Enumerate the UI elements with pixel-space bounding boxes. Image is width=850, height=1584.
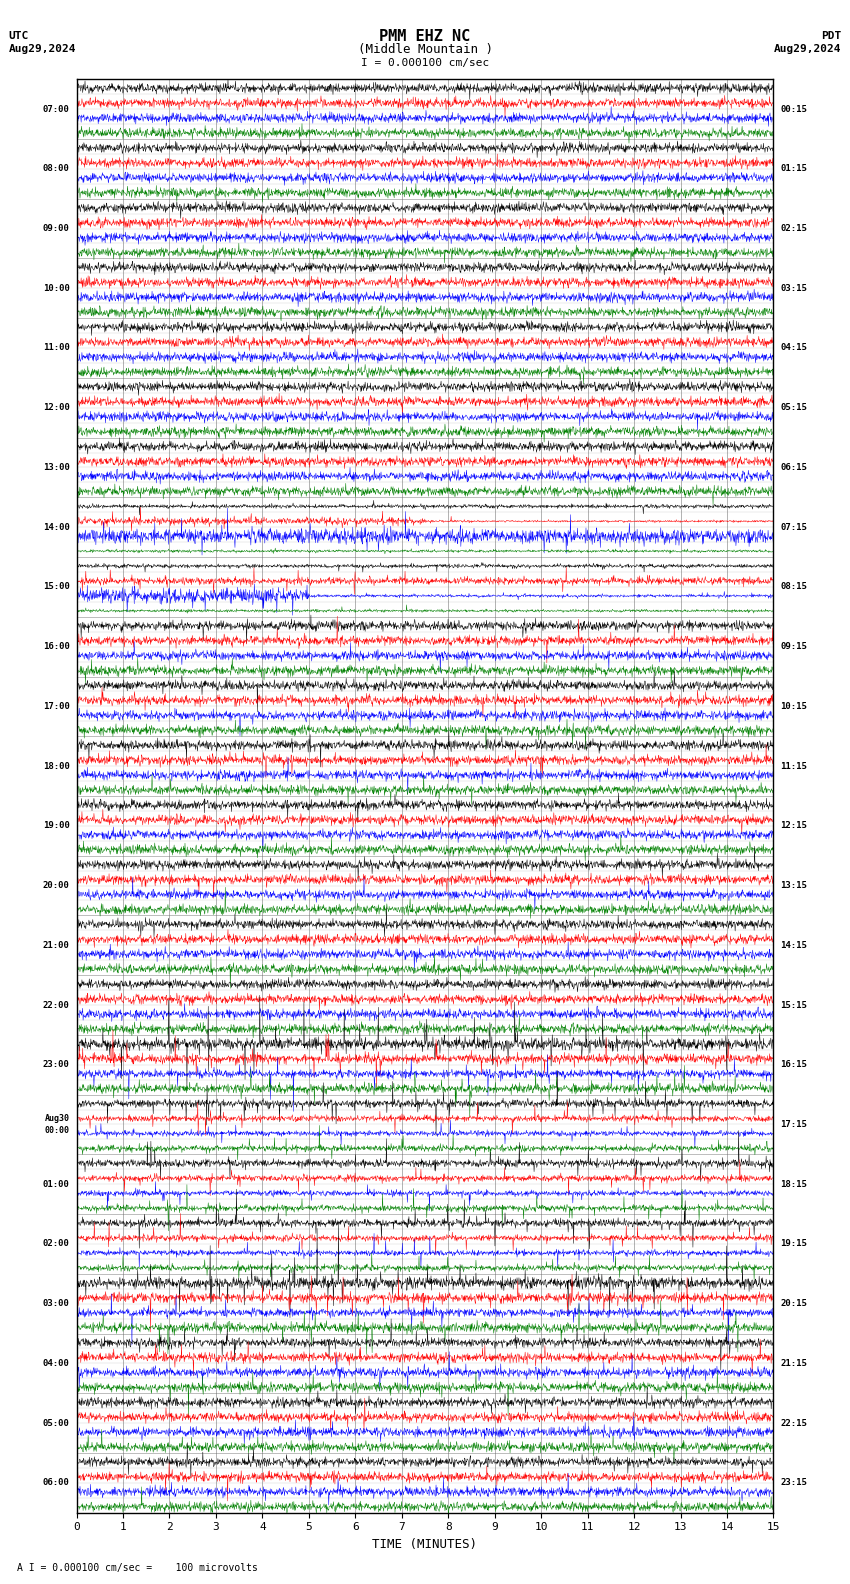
Text: 21:00: 21:00	[42, 941, 70, 950]
X-axis label: TIME (MINUTES): TIME (MINUTES)	[372, 1538, 478, 1551]
Text: 02:15: 02:15	[780, 223, 808, 233]
Text: 09:00: 09:00	[42, 223, 70, 233]
Text: A I = 0.000100 cm/sec =    100 microvolts: A I = 0.000100 cm/sec = 100 microvolts	[17, 1563, 258, 1573]
Text: 01:15: 01:15	[780, 165, 808, 173]
Text: 19:00: 19:00	[42, 822, 70, 830]
Text: 11:15: 11:15	[780, 762, 808, 770]
Text: 08:15: 08:15	[780, 583, 808, 591]
Text: Aug29,2024: Aug29,2024	[774, 44, 842, 54]
Text: 08:00: 08:00	[42, 165, 70, 173]
Text: 20:15: 20:15	[780, 1299, 808, 1308]
Text: 11:00: 11:00	[42, 344, 70, 353]
Text: 22:00: 22:00	[42, 1001, 70, 1009]
Text: 15:00: 15:00	[42, 583, 70, 591]
Text: 12:15: 12:15	[780, 822, 808, 830]
Text: 01:00: 01:00	[42, 1180, 70, 1188]
Text: 07:15: 07:15	[780, 523, 808, 532]
Text: 05:00: 05:00	[42, 1419, 70, 1427]
Text: 23:15: 23:15	[780, 1478, 808, 1487]
Text: 05:15: 05:15	[780, 404, 808, 412]
Text: I = 0.000100 cm/sec: I = 0.000100 cm/sec	[361, 59, 489, 68]
Text: 17:15: 17:15	[780, 1120, 808, 1129]
Text: 22:15: 22:15	[780, 1419, 808, 1427]
Text: 00:00: 00:00	[44, 1126, 70, 1134]
Text: 10:00: 10:00	[42, 284, 70, 293]
Text: 12:00: 12:00	[42, 404, 70, 412]
Text: 13:15: 13:15	[780, 881, 808, 890]
Text: 06:15: 06:15	[780, 463, 808, 472]
Text: 19:15: 19:15	[780, 1239, 808, 1248]
Text: 03:00: 03:00	[42, 1299, 70, 1308]
Text: 21:15: 21:15	[780, 1359, 808, 1369]
Text: 17:00: 17:00	[42, 702, 70, 711]
Text: 03:15: 03:15	[780, 284, 808, 293]
Text: Aug29,2024: Aug29,2024	[8, 44, 76, 54]
Text: 14:00: 14:00	[42, 523, 70, 532]
Text: 15:15: 15:15	[780, 1001, 808, 1009]
Text: 04:15: 04:15	[780, 344, 808, 353]
Text: 23:00: 23:00	[42, 1060, 70, 1069]
Text: 04:00: 04:00	[42, 1359, 70, 1369]
Text: 09:15: 09:15	[780, 642, 808, 651]
Text: 16:00: 16:00	[42, 642, 70, 651]
Text: 00:15: 00:15	[780, 105, 808, 114]
Text: 18:15: 18:15	[780, 1180, 808, 1188]
Text: 10:15: 10:15	[780, 702, 808, 711]
Text: 14:15: 14:15	[780, 941, 808, 950]
Text: PMM EHZ NC: PMM EHZ NC	[379, 29, 471, 44]
Text: 13:00: 13:00	[42, 463, 70, 472]
Text: 02:00: 02:00	[42, 1239, 70, 1248]
Text: 07:00: 07:00	[42, 105, 70, 114]
Text: 20:00: 20:00	[42, 881, 70, 890]
Text: UTC: UTC	[8, 32, 29, 41]
Text: 06:00: 06:00	[42, 1478, 70, 1487]
Text: 18:00: 18:00	[42, 762, 70, 770]
Text: PDT: PDT	[821, 32, 842, 41]
Text: (Middle Mountain ): (Middle Mountain )	[358, 43, 492, 55]
Text: Aug30: Aug30	[44, 1115, 70, 1123]
Text: 16:15: 16:15	[780, 1060, 808, 1069]
